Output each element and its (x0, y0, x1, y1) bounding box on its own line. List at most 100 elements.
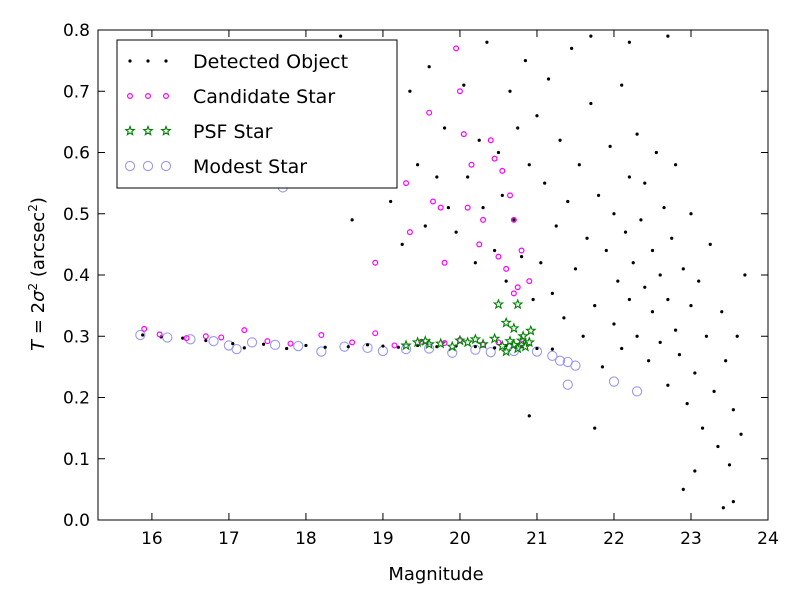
psf-point (434, 337, 447, 349)
legend-marker-psf (142, 124, 154, 136)
detected-point (616, 279, 620, 283)
detected-point (639, 218, 643, 222)
detected-point (512, 218, 516, 222)
detected-point (658, 340, 662, 344)
y-tick-label: 0.3 (63, 327, 90, 347)
detected-point (627, 175, 631, 179)
detected-point (365, 343, 370, 347)
detected-point (446, 206, 451, 210)
candidate-point (495, 253, 502, 260)
detected-point (735, 334, 739, 338)
detected-point (612, 322, 616, 326)
detected-point (627, 40, 631, 44)
detected-point (573, 267, 578, 271)
modest-point (447, 347, 458, 358)
detected-point (141, 333, 145, 337)
detected-point (593, 304, 597, 308)
detected-point (650, 248, 655, 253)
detected-point (181, 336, 185, 340)
candidate-point (183, 335, 190, 342)
detected-point (473, 345, 477, 349)
candidate-point (349, 339, 356, 346)
modest-point (562, 379, 573, 390)
plot-marks (135, 34, 747, 510)
y-axis-label-eq: = 2 (28, 302, 49, 340)
detected-point (304, 343, 308, 348)
detected-point (635, 334, 639, 338)
legend-item-psf: PSF Star (124, 121, 273, 143)
detected-point (285, 346, 289, 351)
y-tick-label: 0.6 (63, 144, 90, 164)
detected-point (689, 304, 693, 308)
detected-point (546, 77, 551, 81)
psf-point (454, 334, 466, 346)
detected-point (685, 402, 689, 406)
legend-box (116, 39, 398, 189)
legend-marker-modest (142, 160, 154, 172)
psf-point (496, 339, 509, 351)
candidate-point (464, 204, 471, 211)
candidate-point (318, 332, 325, 339)
detected-point (620, 83, 624, 87)
legend-marker-psf (124, 124, 136, 136)
modest-point (554, 355, 566, 366)
legend-label-candidate: Candidate Star (193, 86, 335, 108)
detected-point (604, 248, 608, 253)
detected-point (346, 345, 350, 349)
detected-point (620, 346, 624, 351)
modest-point (547, 350, 558, 361)
detected-point (681, 267, 685, 271)
psf-point (461, 336, 474, 348)
detected-point (531, 297, 535, 302)
series-modest (135, 182, 643, 397)
detected-point (408, 89, 412, 93)
detected-point (527, 163, 531, 167)
psf-point (477, 338, 489, 350)
detected-point (693, 469, 697, 473)
modest-point (316, 346, 327, 357)
detected-point (627, 297, 631, 302)
y-axis-label-sup1: 2 (26, 283, 40, 291)
detected-point (666, 34, 670, 38)
x-tick-label: 21 (526, 529, 548, 549)
detected-point (473, 261, 477, 265)
candidate-point (441, 259, 448, 266)
detected-point (485, 40, 489, 44)
psf-point (423, 338, 435, 350)
candidate-point (510, 216, 517, 223)
legend-marker-detected (146, 59, 150, 63)
detected-point (681, 487, 685, 491)
candidate-point (437, 204, 444, 211)
y-axis-label-unit: (arcsec (28, 212, 49, 283)
x-axis-label: Magnitude (388, 564, 483, 585)
legend-label-detected: Detected Object (193, 51, 348, 73)
legend-item-detected: Detected Object (128, 51, 348, 73)
detected-point (566, 199, 570, 204)
detected-point (712, 389, 716, 393)
detected-point (697, 279, 701, 283)
series-detected (141, 34, 747, 510)
y-tick-label: 0.4 (63, 266, 90, 286)
detected-point (600, 365, 605, 369)
modest-point (231, 343, 242, 355)
candidate-point (460, 131, 467, 138)
x-tick-label: 16 (141, 529, 163, 549)
candidate-point (480, 216, 487, 223)
candidate-point (487, 137, 494, 144)
detected-point (427, 65, 431, 69)
detected-point (543, 181, 547, 185)
candidate-point (510, 290, 517, 297)
psf-point (492, 298, 505, 310)
candidate-point (372, 259, 379, 266)
legend-item-candidate: Candidate Star (126, 86, 335, 108)
y-tick-label: 0.2 (63, 389, 90, 409)
detected-point (496, 150, 501, 155)
y-axis: 0.0 0.1 0.2 0.3 0.4 0.5 0.6 0.7 0.8 (63, 21, 768, 531)
modest-point (269, 339, 281, 350)
series-candidate (141, 45, 533, 349)
candidate-point (468, 161, 475, 168)
detected-point (612, 212, 616, 216)
detected-point (535, 114, 539, 118)
detected-point (704, 334, 708, 338)
detected-point (481, 206, 485, 210)
